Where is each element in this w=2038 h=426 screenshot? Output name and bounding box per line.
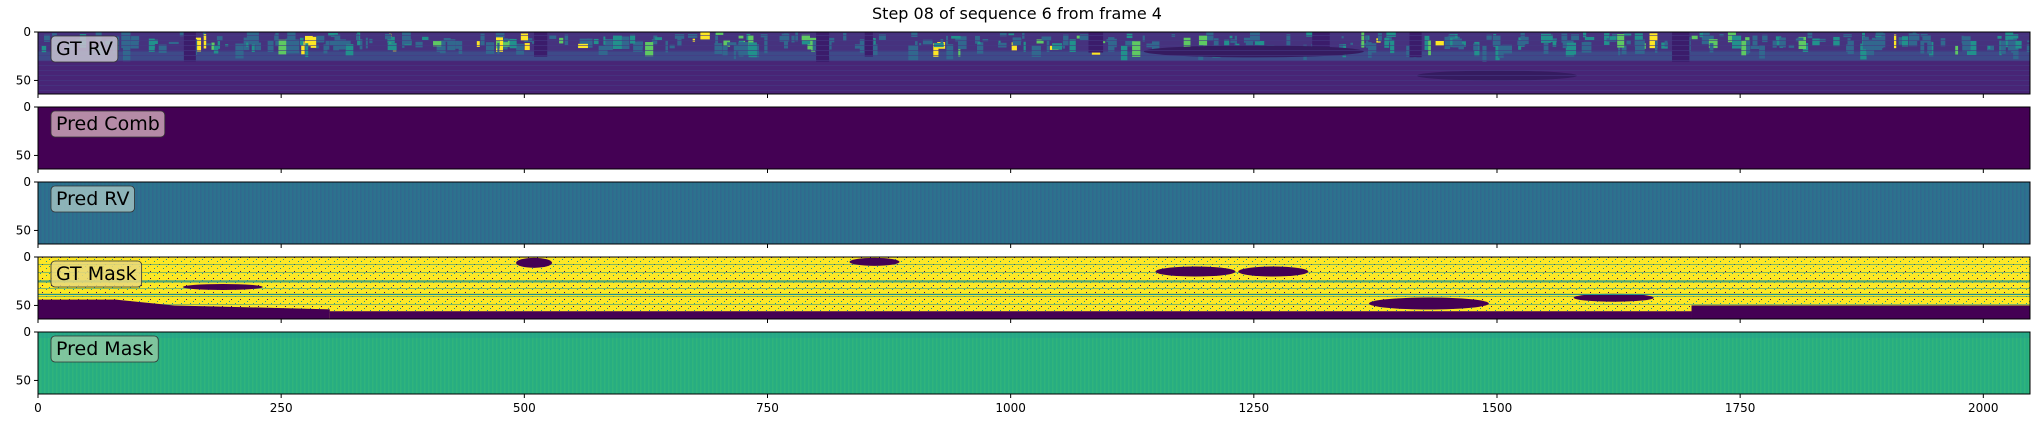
image-background: [38, 332, 2030, 394]
panel-image: [38, 107, 2030, 169]
mask-blob: [1369, 298, 1489, 310]
mask-blob: [1155, 267, 1235, 277]
mask-line: [38, 281, 2030, 282]
panel-label-box: Pred Comb: [51, 111, 165, 137]
y-tick-label: 0: [23, 100, 31, 114]
panel-pred-comb: 0 50 Pred Comb: [16, 100, 2030, 173]
x-tick-label: 1250: [1239, 401, 1270, 415]
x-tick-label: 250: [270, 401, 293, 415]
y-tick-label: 0: [23, 25, 31, 39]
mask-line: [38, 294, 2030, 295]
y-tick-label: 50: [16, 73, 31, 87]
panel-gt-rv: 0 50 GT RV: [16, 25, 2031, 98]
panel-label: Pred Comb: [56, 113, 160, 135]
panel-label: GT Mask: [56, 263, 137, 285]
x-tick-label: 1500: [1482, 401, 1513, 415]
x-tick-label: 0: [34, 401, 42, 415]
x-axis: 0 250 500 750 1000 1250 1500 1750 2000: [34, 401, 1998, 415]
mask-dark-region: [1692, 305, 2030, 319]
panel-image: [38, 257, 2030, 319]
y-tick-label: 50: [16, 148, 31, 162]
scan-lines: [38, 32, 2030, 94]
image-background: [38, 107, 2030, 169]
panel-image: [38, 32, 2031, 94]
y-tick-label: 50: [16, 373, 31, 387]
panel-pred-rv: 0 50 Pred RV: [16, 175, 2030, 248]
panel-label: Pred Mask: [56, 338, 153, 360]
panel-pred-mask: 0 50 Pred Mask: [16, 325, 2030, 398]
x-tick-label: 500: [513, 401, 536, 415]
panel-gt-mask: 0 50 GT Mask: [16, 250, 2030, 323]
x-tick-label: 750: [756, 401, 779, 415]
y-tick-label: 50: [16, 298, 31, 312]
panel-label-box: Pred Mask: [51, 336, 158, 362]
mask-blob: [183, 284, 263, 290]
y-tick-label: 0: [23, 325, 31, 339]
panel-label-box: Pred RV: [51, 186, 134, 212]
x-tick-label: 2000: [1968, 401, 1999, 415]
panel-image: [38, 332, 2030, 394]
image-top-fade: [38, 332, 2030, 338]
x-tick-label: 1000: [995, 401, 1026, 415]
mask-dark-region: [330, 311, 1692, 319]
mask-blob: [849, 258, 899, 266]
y-tick-label: 0: [23, 175, 31, 189]
panels: 0 50 GT RV 0 50 Pred Comb 0 50 Pred RV 0 50 GT Mask…: [16, 25, 2031, 398]
panel-label: GT RV: [56, 38, 113, 60]
chart-title: Step 08 of sequence 6 from frame 4: [872, 4, 1162, 23]
x-tick-label: 1750: [1725, 401, 1756, 415]
mask-blob: [516, 258, 552, 268]
image-background: [38, 182, 2030, 244]
y-tick-label: 0: [23, 250, 31, 264]
y-tick-label: 50: [16, 223, 31, 237]
panel-label-box: GT Mask: [51, 261, 142, 287]
panel-label-box: GT RV: [51, 36, 118, 62]
image-top-fade: [38, 182, 2030, 190]
panel-image: [38, 182, 2030, 244]
mask-blob: [1238, 267, 1308, 277]
panel-label: Pred RV: [56, 188, 129, 210]
